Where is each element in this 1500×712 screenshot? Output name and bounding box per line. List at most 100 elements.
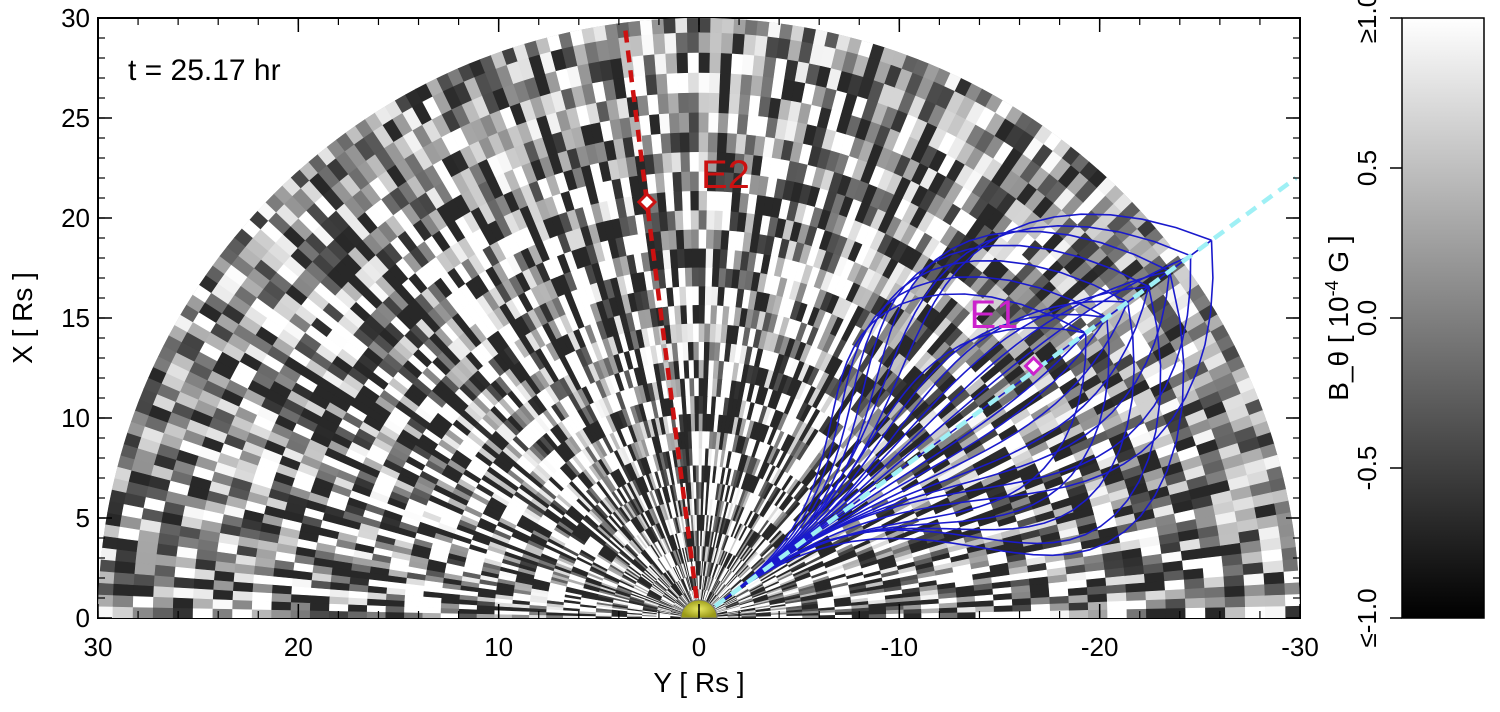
field-cell (662, 152, 673, 173)
field-cell (802, 615, 820, 618)
field-cell (698, 266, 707, 287)
field-cell (231, 590, 253, 601)
field-cell (675, 229, 685, 250)
field-cell (152, 606, 173, 618)
field-cell (705, 267, 714, 287)
field-cell (1203, 576, 1225, 589)
field-cell (476, 613, 495, 618)
field-cell (1106, 592, 1127, 603)
field-cell (1087, 601, 1108, 611)
field-cell (1222, 564, 1245, 578)
field-cell (690, 190, 700, 211)
field-cell (975, 600, 995, 608)
field-cell (727, 616, 743, 618)
field-cell (440, 612, 459, 618)
field-cell (692, 304, 700, 324)
field-cell (681, 323, 689, 343)
field-cell (709, 72, 721, 94)
field-cell (670, 132, 681, 153)
field-cell (1204, 597, 1226, 609)
field-cell (684, 267, 693, 287)
field-cell (366, 604, 386, 613)
field-cell (1087, 593, 1108, 604)
field-cell (921, 612, 940, 618)
field-cell (1224, 596, 1246, 608)
field-cell (132, 584, 154, 597)
field-cell (694, 395, 700, 414)
field-cell (1106, 584, 1127, 595)
b-theta-field (98, 18, 1300, 618)
field-cell (698, 72, 711, 93)
field-cell (708, 112, 720, 133)
field-cell (993, 599, 1013, 607)
field-cell (698, 377, 705, 397)
field-cell (192, 597, 213, 609)
field-cell (669, 248, 679, 269)
field-cell (939, 612, 958, 618)
field-cell (719, 72, 732, 94)
field-cell (698, 322, 706, 342)
field-cell (684, 248, 693, 268)
field-cell (666, 210, 677, 231)
field-cell (698, 131, 709, 153)
field-cell (1145, 599, 1167, 610)
field-cell (691, 430, 696, 449)
field-cell (290, 609, 310, 618)
field-cell (133, 573, 155, 587)
field-cell (251, 608, 272, 618)
field-cell (868, 614, 887, 618)
field-cell (657, 93, 670, 115)
field-cell (652, 152, 665, 174)
field-cell (366, 611, 386, 618)
field-cell (698, 111, 710, 133)
field-cell (384, 611, 405, 618)
field-cell (1012, 611, 1032, 618)
field-cell (660, 132, 672, 154)
field-cell (903, 613, 922, 618)
field-cell (1030, 603, 1051, 612)
field-cell (681, 190, 692, 211)
field-cell (290, 593, 311, 604)
field-cell (251, 600, 272, 610)
field-cell (647, 93, 660, 116)
field-cell (403, 611, 423, 618)
field-cell (309, 602, 330, 612)
field-cell (1225, 606, 1246, 618)
field-cell (192, 587, 214, 600)
field-cell (755, 616, 772, 618)
field-cell (1205, 607, 1226, 618)
field-cell (251, 591, 273, 602)
field-cell (727, 112, 740, 134)
field-cell (689, 377, 695, 397)
field-cell (173, 576, 195, 589)
field-cell (645, 73, 659, 96)
field-cell (993, 611, 1014, 618)
field-cell (172, 597, 194, 609)
field-cell (680, 151, 691, 172)
field-cell (680, 304, 688, 325)
field-cell (728, 93, 741, 115)
field-cell (741, 616, 757, 618)
field-cell (668, 229, 678, 250)
field-cell (679, 286, 687, 306)
field-cell (692, 285, 700, 306)
field-cell (172, 586, 194, 599)
field-cell (493, 613, 512, 618)
field-cell (698, 285, 706, 306)
field-cell (975, 611, 995, 618)
field-cell (691, 266, 700, 287)
field-cell (687, 323, 694, 343)
field-cell (688, 92, 700, 113)
field-cell (717, 132, 728, 153)
field-cell (672, 171, 683, 192)
field-cell (1126, 608, 1147, 618)
field-cell (152, 596, 174, 608)
field-cell (729, 73, 743, 95)
field-cell (835, 614, 853, 618)
field-cell (693, 377, 700, 397)
field-cell (347, 610, 367, 618)
field-cell (690, 413, 696, 432)
field-cell (786, 615, 803, 618)
field-cell (663, 171, 675, 193)
field-cell (706, 209, 716, 230)
